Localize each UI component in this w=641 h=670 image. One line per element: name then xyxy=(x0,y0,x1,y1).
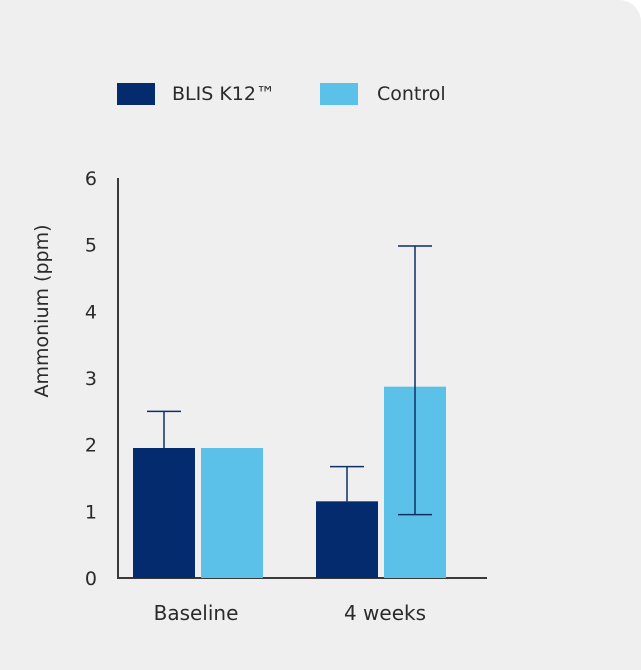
x-tick-label-baseline: Baseline xyxy=(154,601,239,625)
error-bars xyxy=(147,245,432,516)
y-axis-title: Ammonium (ppm) xyxy=(31,224,53,397)
bar-control-baseline xyxy=(201,448,263,578)
bar-blis-k12-4-weeks xyxy=(316,501,378,578)
legend-label-blis-k12: BLIS K12™ xyxy=(172,83,275,105)
y-tick-label-0: 0 xyxy=(85,568,97,590)
bars xyxy=(133,386,446,578)
y-tick-label-6: 6 xyxy=(85,168,97,190)
legend-swatch-control xyxy=(320,83,358,105)
x-tick-label-4-weeks: 4 weeks xyxy=(344,601,426,625)
y-tick-label-2: 2 xyxy=(85,435,97,457)
y-tick-labels: 0 1 2 3 4 5 6 xyxy=(85,168,97,590)
bar-blis-k12-baseline xyxy=(133,448,195,578)
y-tick-label-3: 3 xyxy=(85,368,97,390)
legend-swatch-blis-k12 xyxy=(117,83,155,105)
y-tick-label-4: 4 xyxy=(85,301,97,323)
y-tick-label-5: 5 xyxy=(85,235,97,257)
legend-label-control: Control xyxy=(377,83,446,105)
legend: BLIS K12™ Control xyxy=(117,83,446,105)
y-tick-label-1: 1 xyxy=(85,501,97,523)
